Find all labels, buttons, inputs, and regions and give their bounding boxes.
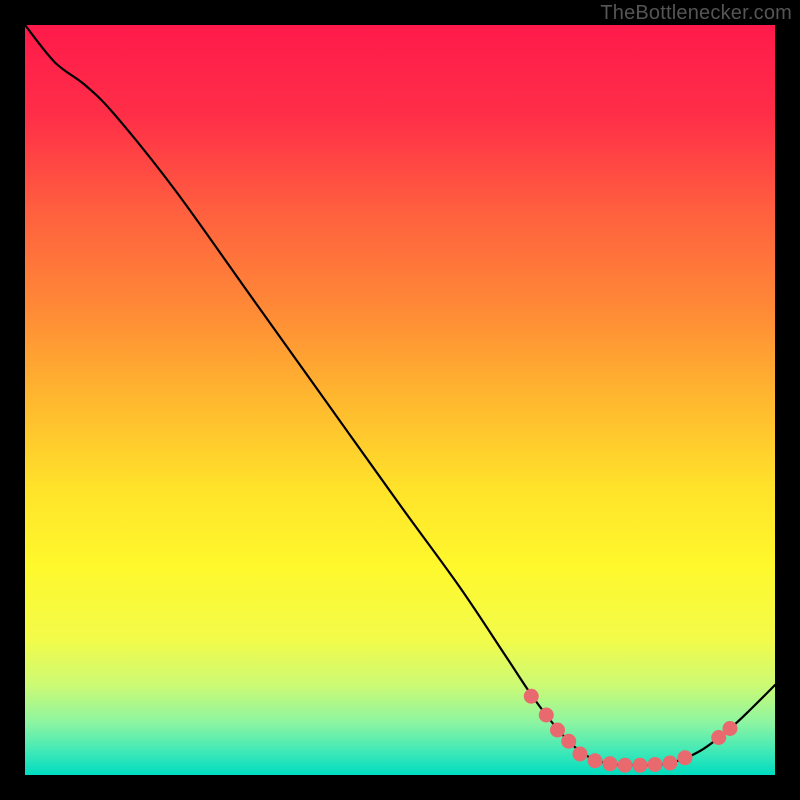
bottleneck-chart [25,25,775,775]
data-marker [524,689,539,704]
data-marker [588,753,603,768]
data-marker [723,721,738,736]
data-marker [603,756,618,771]
data-marker [573,747,588,762]
chart-background [25,25,775,775]
chart-container: TheBottlenecker.com [0,0,800,800]
data-marker [663,756,678,771]
data-marker [539,708,554,723]
watermark-label: TheBottlenecker.com [600,2,792,25]
data-marker [678,750,693,765]
data-marker [561,734,576,749]
chart-plot-area [25,25,775,775]
data-marker [618,758,633,773]
data-marker [648,757,663,772]
data-marker [550,723,565,738]
data-marker [633,758,648,773]
